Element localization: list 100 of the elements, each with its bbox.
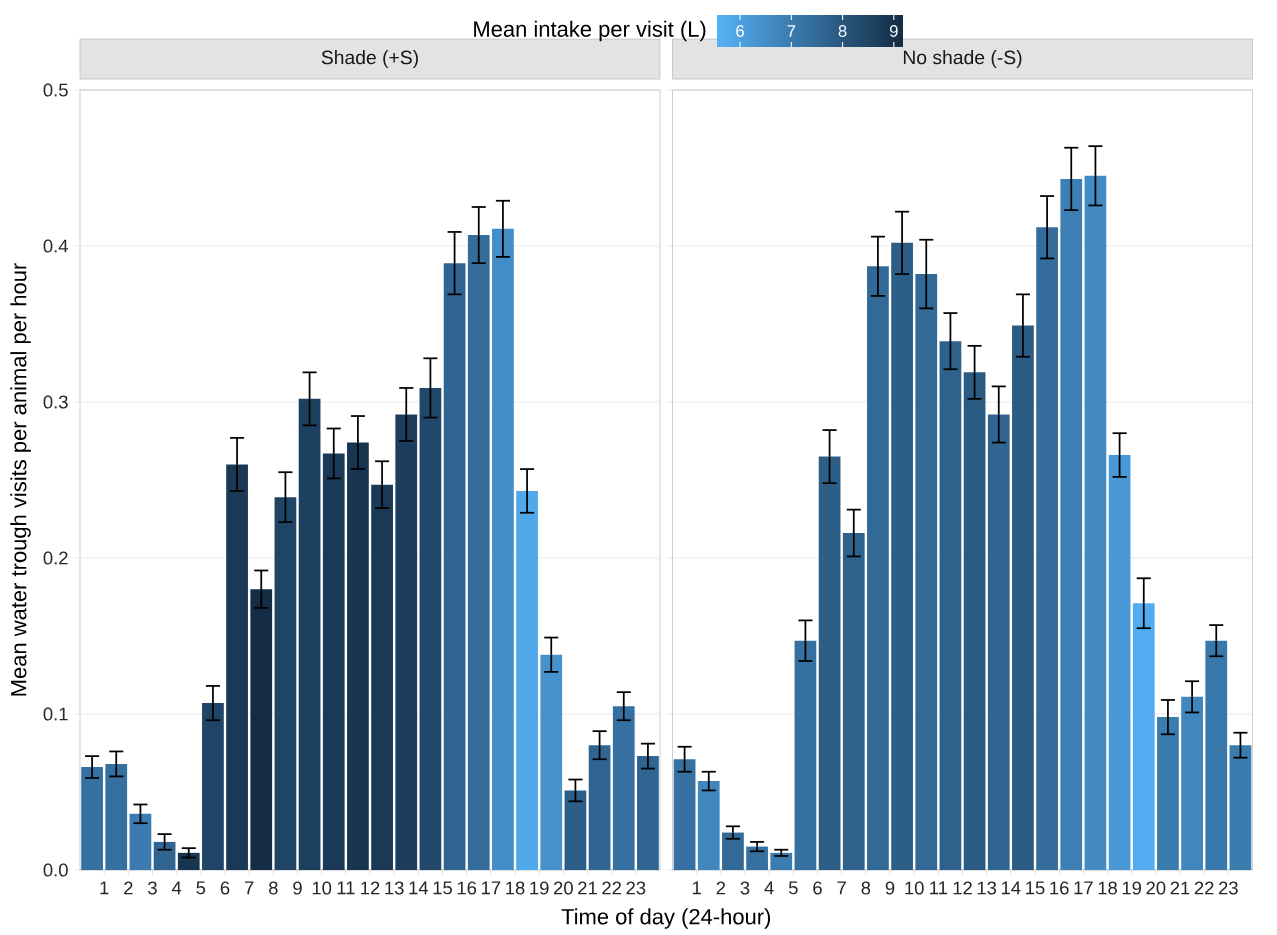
x-tick-label: 16 bbox=[457, 881, 477, 895]
bar bbox=[226, 464, 248, 870]
bar bbox=[250, 589, 273, 870]
x-tick-label: 4 bbox=[171, 881, 182, 895]
x-tick-label: 14 bbox=[1001, 881, 1021, 895]
bar bbox=[540, 654, 563, 870]
bar bbox=[81, 767, 103, 870]
bar bbox=[492, 228, 514, 870]
x-tick-label: 15 bbox=[1026, 881, 1045, 895]
bar bbox=[419, 387, 442, 870]
bar bbox=[963, 372, 986, 870]
x-tick-label: 20 bbox=[554, 881, 573, 895]
x-tick-label: 19 bbox=[530, 881, 549, 895]
color-bar-title: Mean intake per visit (L) bbox=[474, 20, 706, 42]
x-tick-label: 4 bbox=[764, 881, 774, 895]
color-bar-label: 8 bbox=[838, 25, 847, 37]
bar bbox=[298, 398, 321, 870]
x-tick-label: 1 bbox=[692, 881, 701, 895]
bar bbox=[347, 442, 369, 870]
x-tick-label: 23 bbox=[1219, 881, 1238, 895]
x-tick-label: 8 bbox=[861, 881, 871, 895]
bar bbox=[1229, 745, 1252, 870]
x-tick-label: 6 bbox=[813, 881, 822, 895]
bar bbox=[842, 533, 865, 870]
x-tick-label: 20 bbox=[1146, 881, 1166, 895]
x-tick-label: 14 bbox=[409, 881, 429, 895]
bar bbox=[1157, 717, 1179, 870]
y-tick-label: 0.1 bbox=[43, 707, 68, 721]
x-tick-label: 17 bbox=[1074, 881, 1093, 895]
bar bbox=[746, 846, 768, 870]
x-tick-label: 21 bbox=[1170, 881, 1190, 895]
x-tick-label: 8 bbox=[269, 881, 278, 895]
bar bbox=[1205, 640, 1228, 870]
x-tick-label: 16 bbox=[1050, 881, 1069, 895]
chart-title: Shade (+S) bbox=[321, 50, 418, 69]
x-tick-label: 3 bbox=[740, 881, 750, 895]
x-tick-label: 9 bbox=[885, 881, 895, 895]
y-axis-title: Mean water trough visits per animal per hour bbox=[10, 263, 31, 696]
bar bbox=[153, 841, 176, 870]
y-tick-label: 0.4 bbox=[43, 239, 68, 253]
bar bbox=[867, 266, 889, 870]
bar bbox=[1084, 175, 1107, 870]
x-tick-label: 5 bbox=[196, 881, 206, 895]
bar bbox=[1181, 696, 1203, 870]
x-tick-label: 22 bbox=[1194, 881, 1214, 895]
x-tick-label: 12 bbox=[953, 881, 972, 895]
bar bbox=[939, 341, 962, 870]
x-tick-label: 9 bbox=[293, 881, 302, 895]
x-tick-label: 5 bbox=[788, 881, 798, 895]
bar bbox=[1012, 325, 1034, 870]
bar bbox=[818, 456, 841, 870]
x-tick-label: 1 bbox=[100, 881, 109, 895]
chart-title: No shade (-S) bbox=[903, 50, 1022, 69]
bar bbox=[794, 640, 817, 870]
bar bbox=[1036, 227, 1058, 870]
bar bbox=[129, 813, 152, 870]
bar bbox=[467, 235, 490, 870]
bar bbox=[564, 790, 587, 870]
bar bbox=[274, 497, 297, 870]
bar bbox=[202, 703, 224, 870]
color-bar-label: 9 bbox=[889, 25, 898, 37]
bar bbox=[637, 756, 659, 870]
bar bbox=[1132, 603, 1155, 870]
x-tick-label: 21 bbox=[578, 881, 597, 895]
bar bbox=[105, 763, 128, 870]
bar bbox=[516, 490, 538, 870]
bar bbox=[322, 453, 345, 870]
x-tick-label: 6 bbox=[220, 881, 230, 895]
x-tick-label: 18 bbox=[1098, 881, 1117, 895]
bar bbox=[770, 852, 793, 870]
bar bbox=[395, 414, 418, 870]
x-tick-label: 17 bbox=[481, 881, 501, 895]
color-bar-label: 7 bbox=[787, 25, 796, 37]
y-tick-label: 0.2 bbox=[43, 551, 68, 565]
y-tick-label: 0.3 bbox=[43, 395, 68, 409]
x-tick-label: 22 bbox=[602, 881, 621, 895]
x-tick-label: 18 bbox=[506, 881, 525, 895]
x-tick-label: 2 bbox=[124, 881, 133, 895]
bar bbox=[987, 414, 1010, 870]
bar bbox=[612, 706, 635, 870]
x-tick-label: 2 bbox=[716, 881, 726, 895]
x-tick-label: 11 bbox=[930, 881, 947, 895]
bar bbox=[371, 484, 393, 870]
x-tick-label: 19 bbox=[1122, 881, 1142, 895]
x-tick-label: 13 bbox=[385, 881, 404, 895]
bar bbox=[697, 781, 720, 870]
bar bbox=[915, 274, 938, 870]
x-tick-label: 10 bbox=[312, 881, 332, 895]
color-bar-label: 6 bbox=[736, 25, 744, 37]
y-tick-label: 0.5 bbox=[43, 83, 68, 97]
x-tick-label: 23 bbox=[626, 881, 646, 895]
bar bbox=[673, 759, 696, 870]
y-tick-label: 0.0 bbox=[43, 863, 68, 877]
bar bbox=[891, 242, 913, 870]
x-tick-label: 13 bbox=[977, 881, 997, 895]
bar bbox=[1108, 455, 1131, 870]
x-tick-label: 7 bbox=[244, 881, 254, 895]
bar bbox=[443, 263, 466, 870]
x-tick-label: 11 bbox=[337, 881, 355, 895]
x-axis-title: Time of day (24-hour) bbox=[561, 908, 771, 929]
